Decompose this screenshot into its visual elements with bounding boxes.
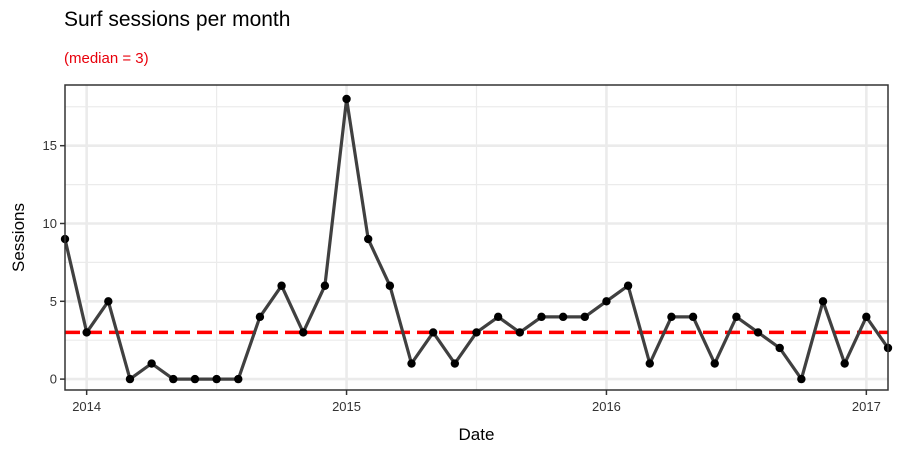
data-point: [320, 281, 330, 290]
data-point: [385, 281, 395, 290]
grid-lines: [65, 85, 888, 390]
data-point: [472, 328, 481, 337]
data-point: [234, 374, 243, 384]
data-point: [299, 328, 308, 337]
data-point: [364, 234, 373, 244]
data-point: [147, 359, 156, 368]
data-point: [775, 343, 784, 353]
axes: 0 5 10 15 2014 2015 2016 2017: [43, 138, 881, 414]
data-point: [818, 297, 828, 306]
data-point: [623, 281, 633, 290]
x-tick-label: 2016: [592, 399, 621, 414]
data-point: [255, 312, 265, 322]
data-point: [645, 359, 654, 368]
y-tick-label: 15: [43, 138, 57, 153]
y-tick-label: 5: [50, 294, 57, 309]
data-point: [753, 328, 763, 337]
data-point: [537, 312, 546, 322]
y-tick-label: 0: [50, 372, 57, 387]
data-point: [407, 359, 416, 368]
data-point: [190, 374, 200, 384]
data-point: [277, 281, 286, 290]
data-point: [82, 328, 91, 337]
data-point: [493, 312, 503, 322]
data-point: [667, 312, 676, 322]
x-tick-label: 2014: [72, 399, 101, 414]
data-point: [558, 312, 568, 322]
data-point: [125, 374, 135, 384]
data-point: [602, 297, 611, 306]
chart-subtitle: (median = 3): [64, 50, 149, 67]
y-tick-label: 10: [43, 216, 57, 231]
data-point: [212, 374, 221, 384]
data-point: [342, 94, 351, 104]
chart-title: Surf sessions per month: [64, 8, 291, 31]
data-point: [580, 312, 589, 322]
x-axis-label: Date: [459, 425, 495, 444]
data-point: [169, 374, 178, 384]
data-point: [840, 359, 849, 368]
data-point: [732, 312, 741, 322]
y-axis-label: Sessions: [9, 203, 28, 272]
x-tick-label: 2017: [852, 399, 881, 414]
data-point: [688, 312, 698, 322]
data-point: [797, 374, 806, 384]
data-point: [710, 359, 719, 368]
data-point: [428, 328, 438, 337]
data-point: [515, 328, 525, 337]
data-point: [104, 297, 113, 306]
data-point: [862, 312, 871, 322]
panel-border: [64, 84, 889, 391]
x-tick-label: 2015: [332, 399, 361, 414]
data-point: [450, 359, 460, 368]
